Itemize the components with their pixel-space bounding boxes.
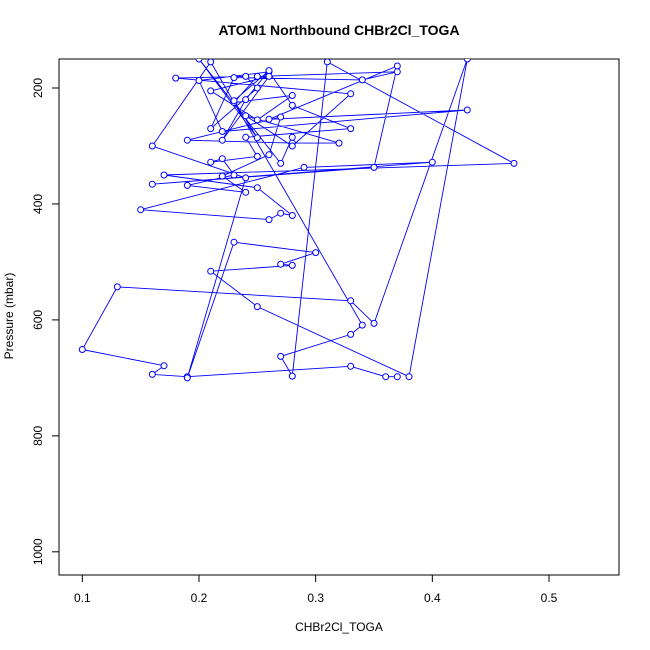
data-point <box>265 67 273 75</box>
data-point <box>382 373 390 381</box>
data-point <box>207 267 215 275</box>
data-point <box>230 171 238 179</box>
x-tick-label: 0.3 <box>307 591 324 605</box>
data-point <box>288 261 296 269</box>
x-axis: 0.1 0.2 0.3 0.4 0.5 <box>74 574 558 605</box>
data-point <box>428 158 436 166</box>
data-point <box>78 346 86 353</box>
data-point <box>288 133 296 141</box>
data-point <box>242 112 250 120</box>
data-point <box>242 96 250 104</box>
chart-title: ATOM1 Northbound CHBr2Cl_TOGA <box>218 22 459 38</box>
data-point <box>148 142 156 150</box>
data-point <box>277 209 285 217</box>
data-point <box>265 151 273 159</box>
y-axis: 200 400 600 800 1000 <box>31 78 60 565</box>
data-point <box>323 59 331 66</box>
y-tick-label: 1000 <box>31 538 45 565</box>
data-point <box>288 212 296 219</box>
data-point <box>230 238 238 246</box>
data-point <box>160 171 168 179</box>
data-point <box>195 59 203 63</box>
data-point <box>160 362 168 370</box>
data-point <box>253 152 261 160</box>
data-point <box>393 373 401 381</box>
data-point <box>265 72 273 80</box>
data-point <box>148 370 156 378</box>
data-point <box>312 249 320 257</box>
data-point <box>230 74 238 82</box>
y-axis-label: Pressure (mbar) <box>2 273 16 360</box>
data-point <box>288 92 296 99</box>
y-tick-label: 600 <box>31 310 45 330</box>
data-point <box>358 321 366 329</box>
data-point <box>253 134 261 142</box>
data-point <box>347 330 355 338</box>
x-tick-label: 0.1 <box>74 591 91 605</box>
data-point <box>137 206 145 214</box>
x-axis-label: CHBr2Cl_TOGA <box>295 620 383 634</box>
data-point <box>510 159 518 167</box>
data-point <box>195 77 203 84</box>
data-point <box>253 303 261 311</box>
data-point <box>183 136 191 144</box>
data-point <box>277 352 285 360</box>
data-point <box>242 188 250 196</box>
data-point <box>265 115 273 123</box>
data-point <box>253 184 261 192</box>
data-point <box>347 90 355 98</box>
data-point <box>347 297 355 305</box>
data-point <box>148 180 156 188</box>
data-point <box>207 59 215 66</box>
data-point <box>218 172 226 180</box>
data-point <box>370 163 378 171</box>
data-point <box>207 158 215 166</box>
data-point <box>300 163 308 171</box>
data-point <box>405 373 413 381</box>
data-point <box>288 101 296 109</box>
data-point <box>113 283 121 291</box>
y-tick-label: 800 <box>31 426 45 446</box>
x-tick-label: 0.4 <box>424 591 441 605</box>
data-point <box>253 72 261 80</box>
data-point <box>347 362 355 370</box>
x-tick-label: 0.2 <box>191 591 208 605</box>
y-tick-label: 400 <box>31 194 45 214</box>
data-point <box>358 76 366 84</box>
data-point <box>218 136 226 144</box>
series-layer <box>78 59 518 382</box>
data-point <box>172 74 180 82</box>
data-point <box>253 116 261 124</box>
data-point <box>277 260 285 268</box>
data-point <box>277 113 285 121</box>
data-point <box>207 87 215 95</box>
data-point <box>288 142 296 150</box>
data-point <box>242 133 250 141</box>
data-point <box>463 59 471 63</box>
data-point <box>183 181 191 189</box>
data-point <box>242 174 250 182</box>
data-point <box>335 139 343 147</box>
series-line <box>81 59 516 379</box>
data-point <box>207 125 215 133</box>
y-tick-label: 200 <box>31 78 45 98</box>
data-point <box>370 319 378 327</box>
data-point <box>393 68 401 76</box>
plot-frame <box>58 58 620 576</box>
data-point <box>265 216 273 224</box>
data-point <box>347 125 355 133</box>
data-point <box>242 72 250 80</box>
data-point <box>253 84 261 92</box>
data-point <box>218 155 226 163</box>
data-point <box>218 128 226 135</box>
data-point <box>463 106 471 114</box>
data-point <box>288 372 296 380</box>
data-point <box>183 374 191 382</box>
data-point <box>277 159 285 167</box>
data-point <box>393 62 401 70</box>
x-tick-label: 0.5 <box>541 591 558 605</box>
data-point <box>230 97 238 105</box>
